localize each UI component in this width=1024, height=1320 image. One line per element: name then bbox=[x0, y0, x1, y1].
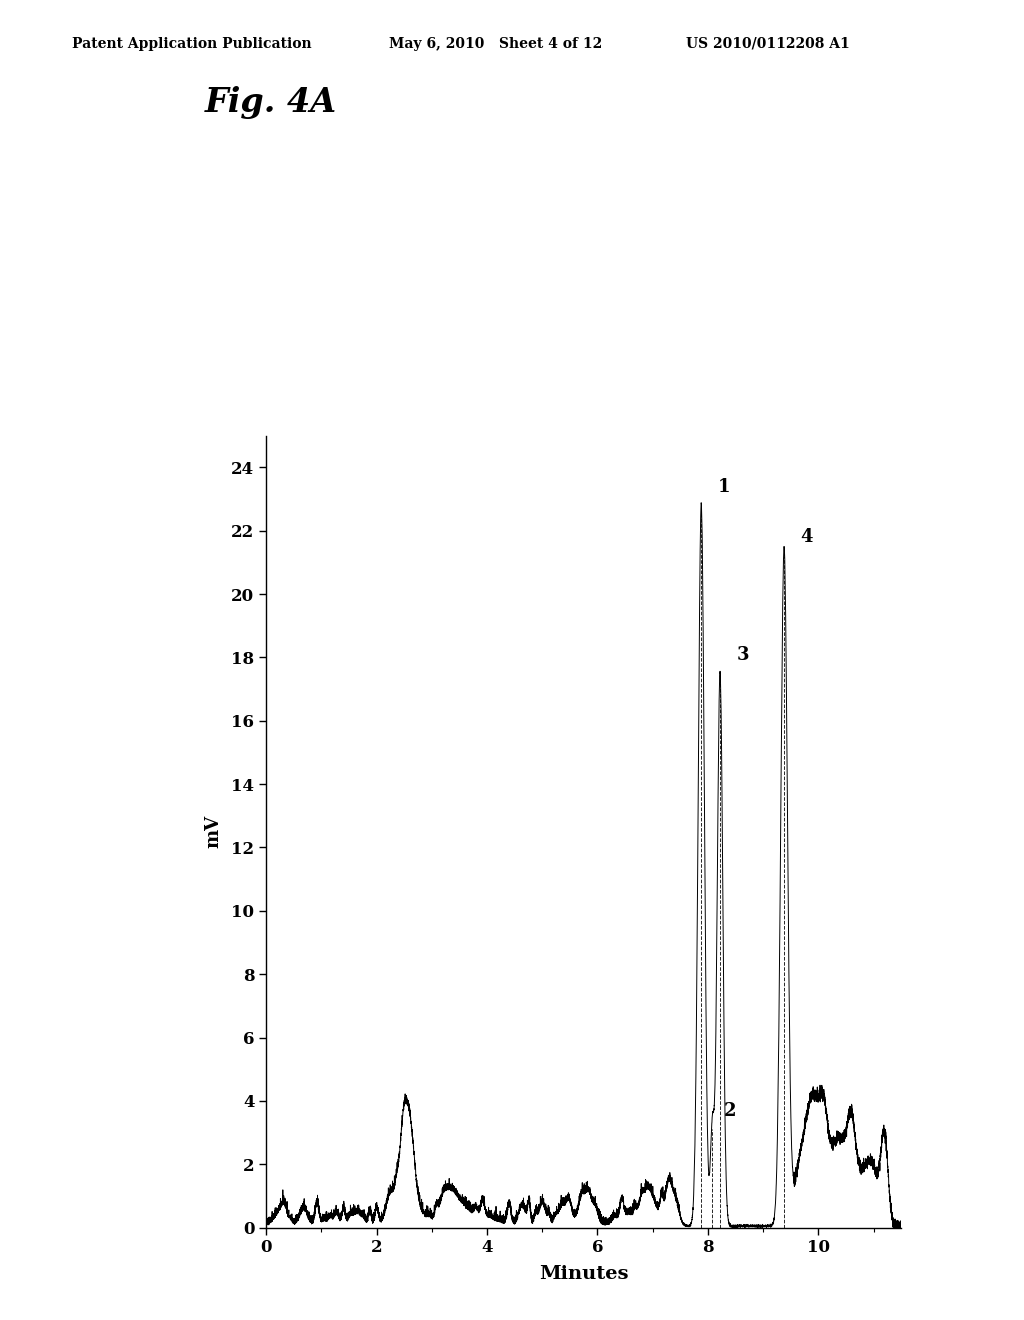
Text: US 2010/0112208 A1: US 2010/0112208 A1 bbox=[686, 37, 850, 51]
X-axis label: Minutes: Minutes bbox=[539, 1265, 629, 1283]
Text: 1: 1 bbox=[718, 478, 730, 496]
Text: Fig. 4A: Fig. 4A bbox=[205, 86, 337, 119]
Text: 4: 4 bbox=[801, 528, 813, 546]
Y-axis label: mV: mV bbox=[205, 814, 223, 849]
Text: 2: 2 bbox=[723, 1102, 736, 1119]
Text: May 6, 2010   Sheet 4 of 12: May 6, 2010 Sheet 4 of 12 bbox=[389, 37, 602, 51]
Text: Patent Application Publication: Patent Application Publication bbox=[72, 37, 311, 51]
Text: 3: 3 bbox=[736, 645, 750, 664]
